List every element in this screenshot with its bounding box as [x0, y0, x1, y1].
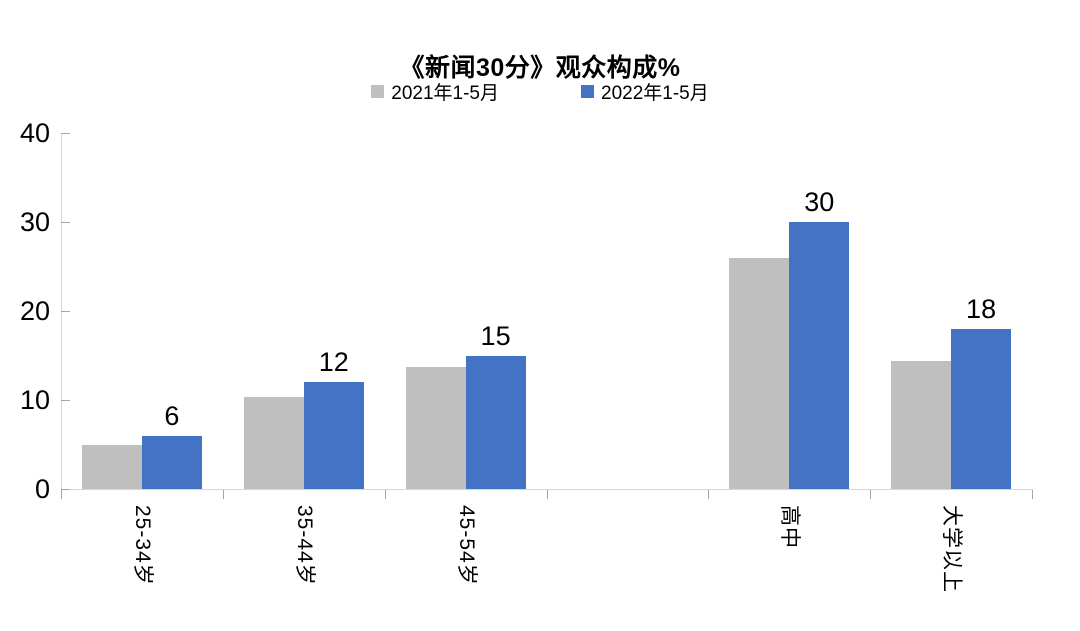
bar-series-0-cat-1 — [243, 397, 304, 489]
y-tick-label: 20 — [19, 296, 50, 326]
legend-label-2021: 2021年1-5月 — [391, 82, 499, 104]
y-tick-label: 30 — [19, 207, 50, 237]
y-tick — [61, 133, 70, 134]
bar-series-1-cat-1 — [303, 382, 364, 489]
y-tick — [61, 311, 70, 312]
x-category-label: 25-34岁 — [130, 505, 154, 586]
x-tick — [870, 490, 872, 499]
x-category-label: 35-44岁 — [292, 505, 316, 586]
data-label: 15 — [480, 320, 511, 351]
x-category-label: 大学以上 — [940, 505, 964, 593]
bar-series-0-cat-0 — [81, 444, 142, 489]
legend-item-2021: 2021年1-5月 — [371, 78, 499, 105]
legend-swatch-2022-icon — [581, 84, 594, 98]
bar-series-1-cat-4 — [789, 222, 850, 489]
y-tick-label: 10 — [19, 385, 50, 415]
y-tick-label: 40 — [19, 118, 50, 148]
bar-series-1-cat-0 — [141, 435, 202, 489]
bar-series-1-cat-5 — [951, 328, 1012, 489]
y-tick — [61, 400, 70, 401]
bar-series-1-cat-2 — [465, 355, 526, 489]
data-label: 18 — [966, 293, 997, 324]
bar-series-0-cat-2 — [405, 367, 466, 489]
x-tick — [384, 490, 386, 499]
legend-item-2022: 2022年1-5月 — [581, 78, 709, 105]
y-tick — [61, 489, 70, 490]
x-tick — [61, 490, 62, 499]
x-category-label: 45-54岁 — [454, 505, 478, 586]
bar-series-0-cat-4 — [729, 257, 790, 489]
legend-label-2022: 2022年1-5月 — [601, 82, 709, 104]
y-tick — [61, 222, 70, 223]
data-label: 30 — [804, 187, 835, 217]
chart-title: 《新闻30分》观众构成% — [399, 54, 681, 82]
data-label: 12 — [318, 347, 349, 378]
x-tick — [708, 490, 710, 499]
data-label: 6 — [164, 400, 180, 431]
legend: 2021年1-5月 2022年1-5月 — [0, 78, 1080, 105]
x-category-label: 高中 — [778, 505, 802, 549]
x-tick — [546, 490, 548, 499]
x-axis-line — [61, 489, 1033, 490]
x-tick — [222, 490, 224, 499]
y-tick-label: 0 — [34, 474, 50, 504]
bar-series-0-cat-5 — [891, 360, 952, 489]
legend-swatch-2021-icon — [371, 84, 385, 98]
x-tick — [1032, 490, 1033, 499]
